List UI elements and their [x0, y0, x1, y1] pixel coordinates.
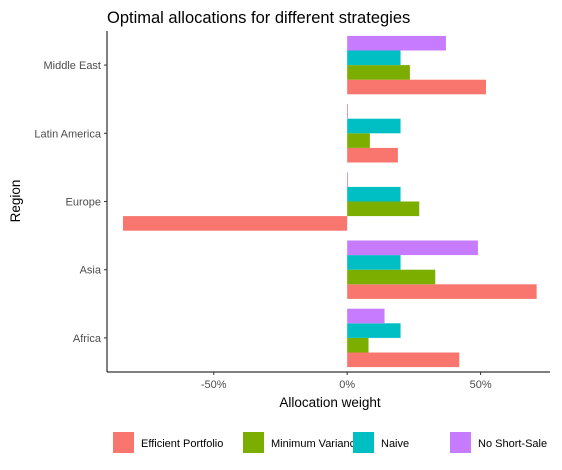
bars-layer: [123, 35, 537, 368]
bar-middle-east-minimum-variance: [347, 65, 410, 80]
bar-asia-no-short-sale: [347, 240, 478, 256]
y-tick-label: Africa: [73, 333, 102, 345]
bar-europe-naive: [347, 186, 401, 202]
y-ticks-layer: Africa Asia Europe Latin America Middle East: [34, 60, 107, 345]
bar-middle-east-efficient-portfolio: [347, 79, 486, 95]
bar-europe-efficient-portfolio: [123, 216, 348, 231]
y-tick-label: Latin America: [34, 128, 102, 140]
bar-africa-naive: [347, 323, 401, 338]
x-tick-label: 50%: [470, 379, 492, 391]
legend-swatch: [353, 432, 374, 453]
y-axis-title: Region: [8, 180, 23, 223]
x-tick-label: 0%: [339, 379, 355, 391]
bar-asia-minimum-variance: [347, 269, 436, 285]
y-tick-label: Asia: [80, 265, 102, 277]
bar-asia-naive: [347, 255, 401, 270]
legend-label: No Short-Sale: [478, 438, 547, 450]
legend: Efficient Portfolio Minimum Variance Naive…: [113, 432, 547, 453]
legend-label: Naive: [381, 438, 409, 450]
legend-label: Efficient Portfolio: [141, 438, 223, 450]
bar-africa-no-short-sale: [347, 308, 385, 324]
bar-europe-no-short-sale: [347, 172, 348, 187]
y-tick-label: Europe: [66, 197, 101, 209]
x-ticks-layer: -50% 0% 50%: [201, 372, 492, 391]
bar-africa-minimum-variance: [347, 337, 369, 353]
legend-swatch: [450, 432, 471, 453]
bar-latin-america-efficient-portfolio: [347, 147, 398, 163]
bar-middle-east-no-short-sale: [347, 35, 446, 51]
chart-title: Optimal allocations for different strate…: [107, 9, 410, 27]
legend-swatch: [113, 432, 134, 453]
bar-latin-america-no-short-sale: [347, 104, 348, 119]
legend-swatch: [243, 432, 264, 453]
bar-latin-america-minimum-variance: [347, 133, 370, 148]
bar-latin-america-naive: [347, 118, 401, 134]
x-tick-label: -50%: [201, 379, 227, 391]
legend-label: Minimum Variance: [271, 438, 361, 450]
y-tick-label: Middle East: [44, 60, 101, 72]
bar-africa-efficient-portfolio: [347, 352, 460, 368]
bar-asia-efficient-portfolio: [347, 284, 537, 299]
bar-europe-minimum-variance: [347, 201, 420, 217]
x-axis-title: Allocation weight: [279, 395, 381, 410]
bar-middle-east-naive: [347, 50, 401, 66]
